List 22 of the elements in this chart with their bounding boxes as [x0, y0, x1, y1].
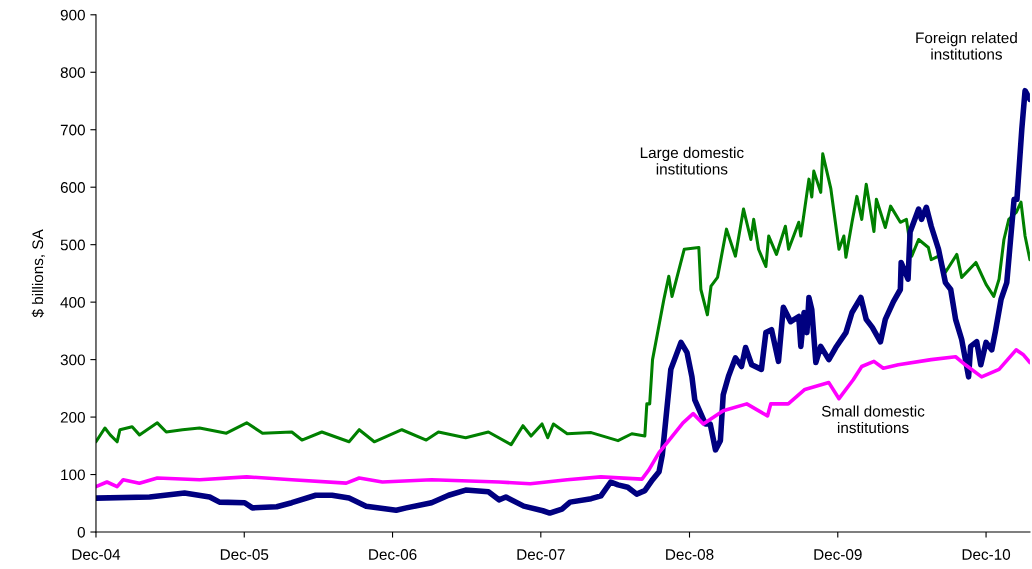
y-tick-label: 900: [60, 9, 85, 21]
x-tick-label: Dec-04: [72, 549, 121, 560]
x-tick-label: Dec-07: [517, 549, 565, 560]
y-axis-title: $ billions, SA: [31, 229, 45, 318]
y-tick-label: 400: [60, 297, 85, 308]
y-tick-label: 800: [60, 67, 85, 78]
x-tick-label: Dec-05: [220, 549, 269, 560]
y-tick-label: 0: [77, 526, 85, 538]
y-tick-label: 300: [60, 354, 85, 366]
x-tick-label: Dec-08: [666, 549, 714, 560]
line-series: [95, 348, 1030, 489]
y-tick-label: 500: [60, 239, 85, 251]
series-label: Small domestic institutions: [821, 405, 925, 434]
x-tick-label: Dec-09: [814, 549, 862, 560]
y-tick-label: 700: [60, 124, 85, 136]
x-tick-label: Dec-06: [369, 549, 417, 560]
x-tick-label: Dec-10: [962, 549, 1011, 560]
y-tick-label: 600: [60, 182, 85, 193]
text: Large domestic institutions: [640, 146, 744, 175]
y-tick-label: 200: [60, 411, 85, 423]
y-tick-label: 100: [61, 469, 85, 481]
text: Foreign related institutions: [916, 32, 1017, 60]
